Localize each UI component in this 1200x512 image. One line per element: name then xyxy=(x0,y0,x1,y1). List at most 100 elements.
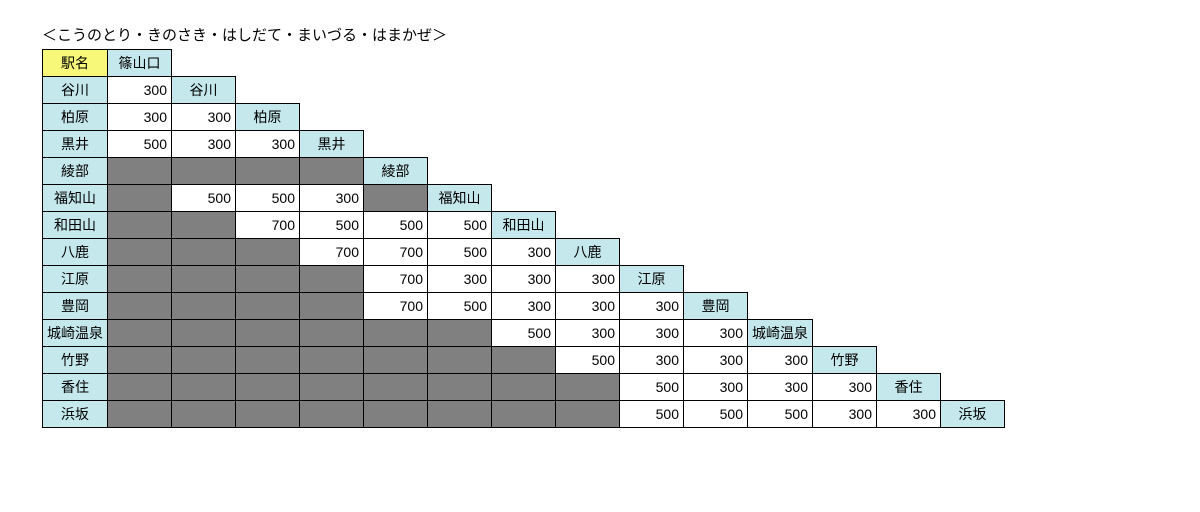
fare-cell: 500 xyxy=(684,401,748,428)
empty-cell xyxy=(428,50,492,77)
blocked-cell xyxy=(428,374,492,401)
fare-cell: 300 xyxy=(172,104,236,131)
row-header: 浜坂 xyxy=(43,401,108,428)
empty-cell xyxy=(748,266,813,293)
blocked-cell xyxy=(172,158,236,185)
fare-cell: 500 xyxy=(620,374,684,401)
empty-cell xyxy=(620,185,684,212)
empty-cell xyxy=(492,77,556,104)
station-diag: 和田山 xyxy=(492,212,556,239)
empty-cell xyxy=(877,266,941,293)
blocked-cell xyxy=(300,293,364,320)
empty-cell xyxy=(556,158,620,185)
empty-cell xyxy=(877,320,941,347)
empty-cell xyxy=(877,158,941,185)
fare-cell: 300 xyxy=(108,104,172,131)
fare-cell: 300 xyxy=(813,374,877,401)
blocked-cell xyxy=(428,347,492,374)
blocked-cell xyxy=(236,374,300,401)
blocked-cell xyxy=(428,401,492,428)
fare-cell: 300 xyxy=(620,320,684,347)
empty-cell xyxy=(941,158,1005,185)
empty-cell xyxy=(941,347,1005,374)
fare-cell: 500 xyxy=(300,212,364,239)
empty-cell xyxy=(684,158,748,185)
fare-cell: 300 xyxy=(877,401,941,428)
empty-cell xyxy=(684,131,748,158)
empty-cell xyxy=(941,374,1005,401)
fare-cell: 300 xyxy=(300,185,364,212)
blocked-cell xyxy=(428,320,492,347)
station-diag: 黒井 xyxy=(300,131,364,158)
row-header: 和田山 xyxy=(43,212,108,239)
empty-cell xyxy=(813,77,877,104)
station-diag: 柏原 xyxy=(236,104,300,131)
fare-cell: 500 xyxy=(492,320,556,347)
row-header: 谷川 xyxy=(43,77,108,104)
station-diag: 福知山 xyxy=(428,185,492,212)
blocked-cell xyxy=(236,401,300,428)
blocked-cell xyxy=(236,239,300,266)
blocked-cell xyxy=(108,266,172,293)
row-header: 綾部 xyxy=(43,158,108,185)
empty-cell xyxy=(877,293,941,320)
fare-cell: 300 xyxy=(813,401,877,428)
station-diag: 八鹿 xyxy=(556,239,620,266)
empty-cell xyxy=(748,77,813,104)
empty-cell xyxy=(813,266,877,293)
empty-cell xyxy=(364,77,428,104)
empty-cell xyxy=(877,185,941,212)
blocked-cell xyxy=(172,320,236,347)
fare-cell: 500 xyxy=(428,293,492,320)
empty-cell xyxy=(236,50,300,77)
fare-cell: 300 xyxy=(108,77,172,104)
fare-cell: 500 xyxy=(556,347,620,374)
empty-cell xyxy=(941,293,1005,320)
fare-cell: 300 xyxy=(620,347,684,374)
empty-cell xyxy=(941,131,1005,158)
empty-cell xyxy=(428,104,492,131)
fare-cell: 300 xyxy=(492,266,556,293)
empty-cell xyxy=(748,50,813,77)
blocked-cell xyxy=(108,374,172,401)
empty-cell xyxy=(556,50,620,77)
blocked-cell xyxy=(556,401,620,428)
empty-cell xyxy=(748,185,813,212)
row-header: 柏原 xyxy=(43,104,108,131)
empty-cell xyxy=(941,77,1005,104)
fare-cell: 500 xyxy=(108,131,172,158)
empty-cell xyxy=(556,104,620,131)
row-header: 豊岡 xyxy=(43,293,108,320)
empty-cell xyxy=(877,77,941,104)
empty-cell xyxy=(492,158,556,185)
blocked-cell xyxy=(236,347,300,374)
fare-cell: 300 xyxy=(492,239,556,266)
blocked-cell xyxy=(108,293,172,320)
station-diag: 浜坂 xyxy=(941,401,1005,428)
blocked-cell xyxy=(300,374,364,401)
fare-cell: 500 xyxy=(428,212,492,239)
empty-cell xyxy=(748,131,813,158)
empty-cell xyxy=(684,266,748,293)
empty-cell xyxy=(813,158,877,185)
empty-cell xyxy=(556,212,620,239)
empty-cell xyxy=(941,320,1005,347)
station-diag: 豊岡 xyxy=(684,293,748,320)
row-header: 香住 xyxy=(43,374,108,401)
empty-cell xyxy=(748,104,813,131)
empty-cell xyxy=(300,50,364,77)
empty-cell xyxy=(941,185,1005,212)
fare-cell: 500 xyxy=(172,185,236,212)
fare-table: 駅名篠山口谷川300谷川柏原300300柏原黒井500300300黒井綾部綾部福… xyxy=(42,49,1005,428)
empty-cell xyxy=(877,131,941,158)
blocked-cell xyxy=(300,401,364,428)
blocked-cell xyxy=(172,212,236,239)
empty-cell xyxy=(877,212,941,239)
blocked-cell xyxy=(172,239,236,266)
empty-cell xyxy=(684,212,748,239)
blocked-cell xyxy=(236,266,300,293)
empty-cell xyxy=(364,131,428,158)
blocked-cell xyxy=(300,347,364,374)
empty-cell xyxy=(813,131,877,158)
blocked-cell xyxy=(364,401,428,428)
